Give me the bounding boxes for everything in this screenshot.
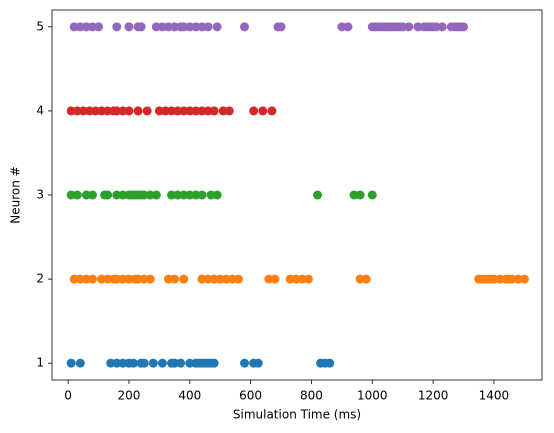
spike-point	[139, 358, 149, 368]
spike-point	[124, 22, 134, 32]
spike-point	[133, 106, 143, 116]
spike-point	[136, 22, 146, 32]
spike-point	[361, 274, 371, 284]
plot-frame	[51, 9, 543, 381]
spike-point	[145, 274, 155, 284]
spike-point	[66, 358, 76, 368]
spike-point	[355, 190, 365, 200]
x-tick-label: 600	[239, 389, 262, 403]
spike-point	[253, 358, 263, 368]
spike-point	[148, 358, 158, 368]
spike-point	[212, 190, 222, 200]
y-tick-label: 1	[36, 356, 44, 370]
spike-point	[197, 190, 207, 200]
spike-point	[303, 274, 313, 284]
spike-point	[240, 358, 250, 368]
spike-point	[170, 274, 180, 284]
spike-point	[270, 274, 280, 284]
spike-point	[203, 22, 213, 32]
spike-point	[343, 22, 353, 32]
spike-point	[367, 190, 377, 200]
spike-point	[459, 22, 469, 32]
x-tick-label: 200	[117, 389, 140, 403]
spike-point	[179, 274, 189, 284]
spike-point	[176, 358, 186, 368]
spike-point	[404, 22, 414, 32]
spike-point	[87, 274, 97, 284]
x-axis-label: Simulation Time (ms)	[233, 408, 361, 422]
spike-point	[276, 22, 286, 32]
spike-point	[258, 106, 268, 116]
spike-point	[313, 190, 323, 200]
spike-point	[325, 358, 335, 368]
spike-point	[224, 106, 234, 116]
spike-point	[142, 106, 152, 116]
y-tick-label: 3	[36, 188, 44, 202]
y-tick-label: 2	[36, 272, 44, 286]
x-tick-label: 400	[178, 389, 201, 403]
spike-point	[72, 190, 82, 200]
spike-point	[267, 106, 277, 116]
spike-point	[212, 22, 222, 32]
spike-point	[94, 22, 104, 32]
spike-point	[112, 22, 122, 32]
y-tick-label: 5	[36, 19, 44, 33]
x-tick-label: 800	[300, 389, 323, 403]
x-tick-label: 0	[64, 389, 72, 403]
spike-point	[75, 358, 85, 368]
spike-point	[209, 358, 219, 368]
spike-point	[129, 358, 139, 368]
spike-point	[240, 22, 250, 32]
x-tick-label: 1400	[479, 389, 510, 403]
spike-point	[519, 274, 529, 284]
x-tick-label: 1200	[418, 389, 449, 403]
spike-point	[151, 190, 161, 200]
spike-point	[209, 106, 219, 116]
spike-point	[437, 22, 447, 32]
spike-point	[249, 106, 259, 116]
spike-point	[233, 274, 243, 284]
x-tick-label: 1000	[357, 389, 388, 403]
spike-point	[124, 106, 134, 116]
y-tick-label: 4	[36, 103, 44, 117]
y-axis-label: Neuron #	[9, 166, 23, 223]
spike-point	[87, 190, 97, 200]
spike-point	[157, 358, 167, 368]
spike-point	[103, 190, 113, 200]
